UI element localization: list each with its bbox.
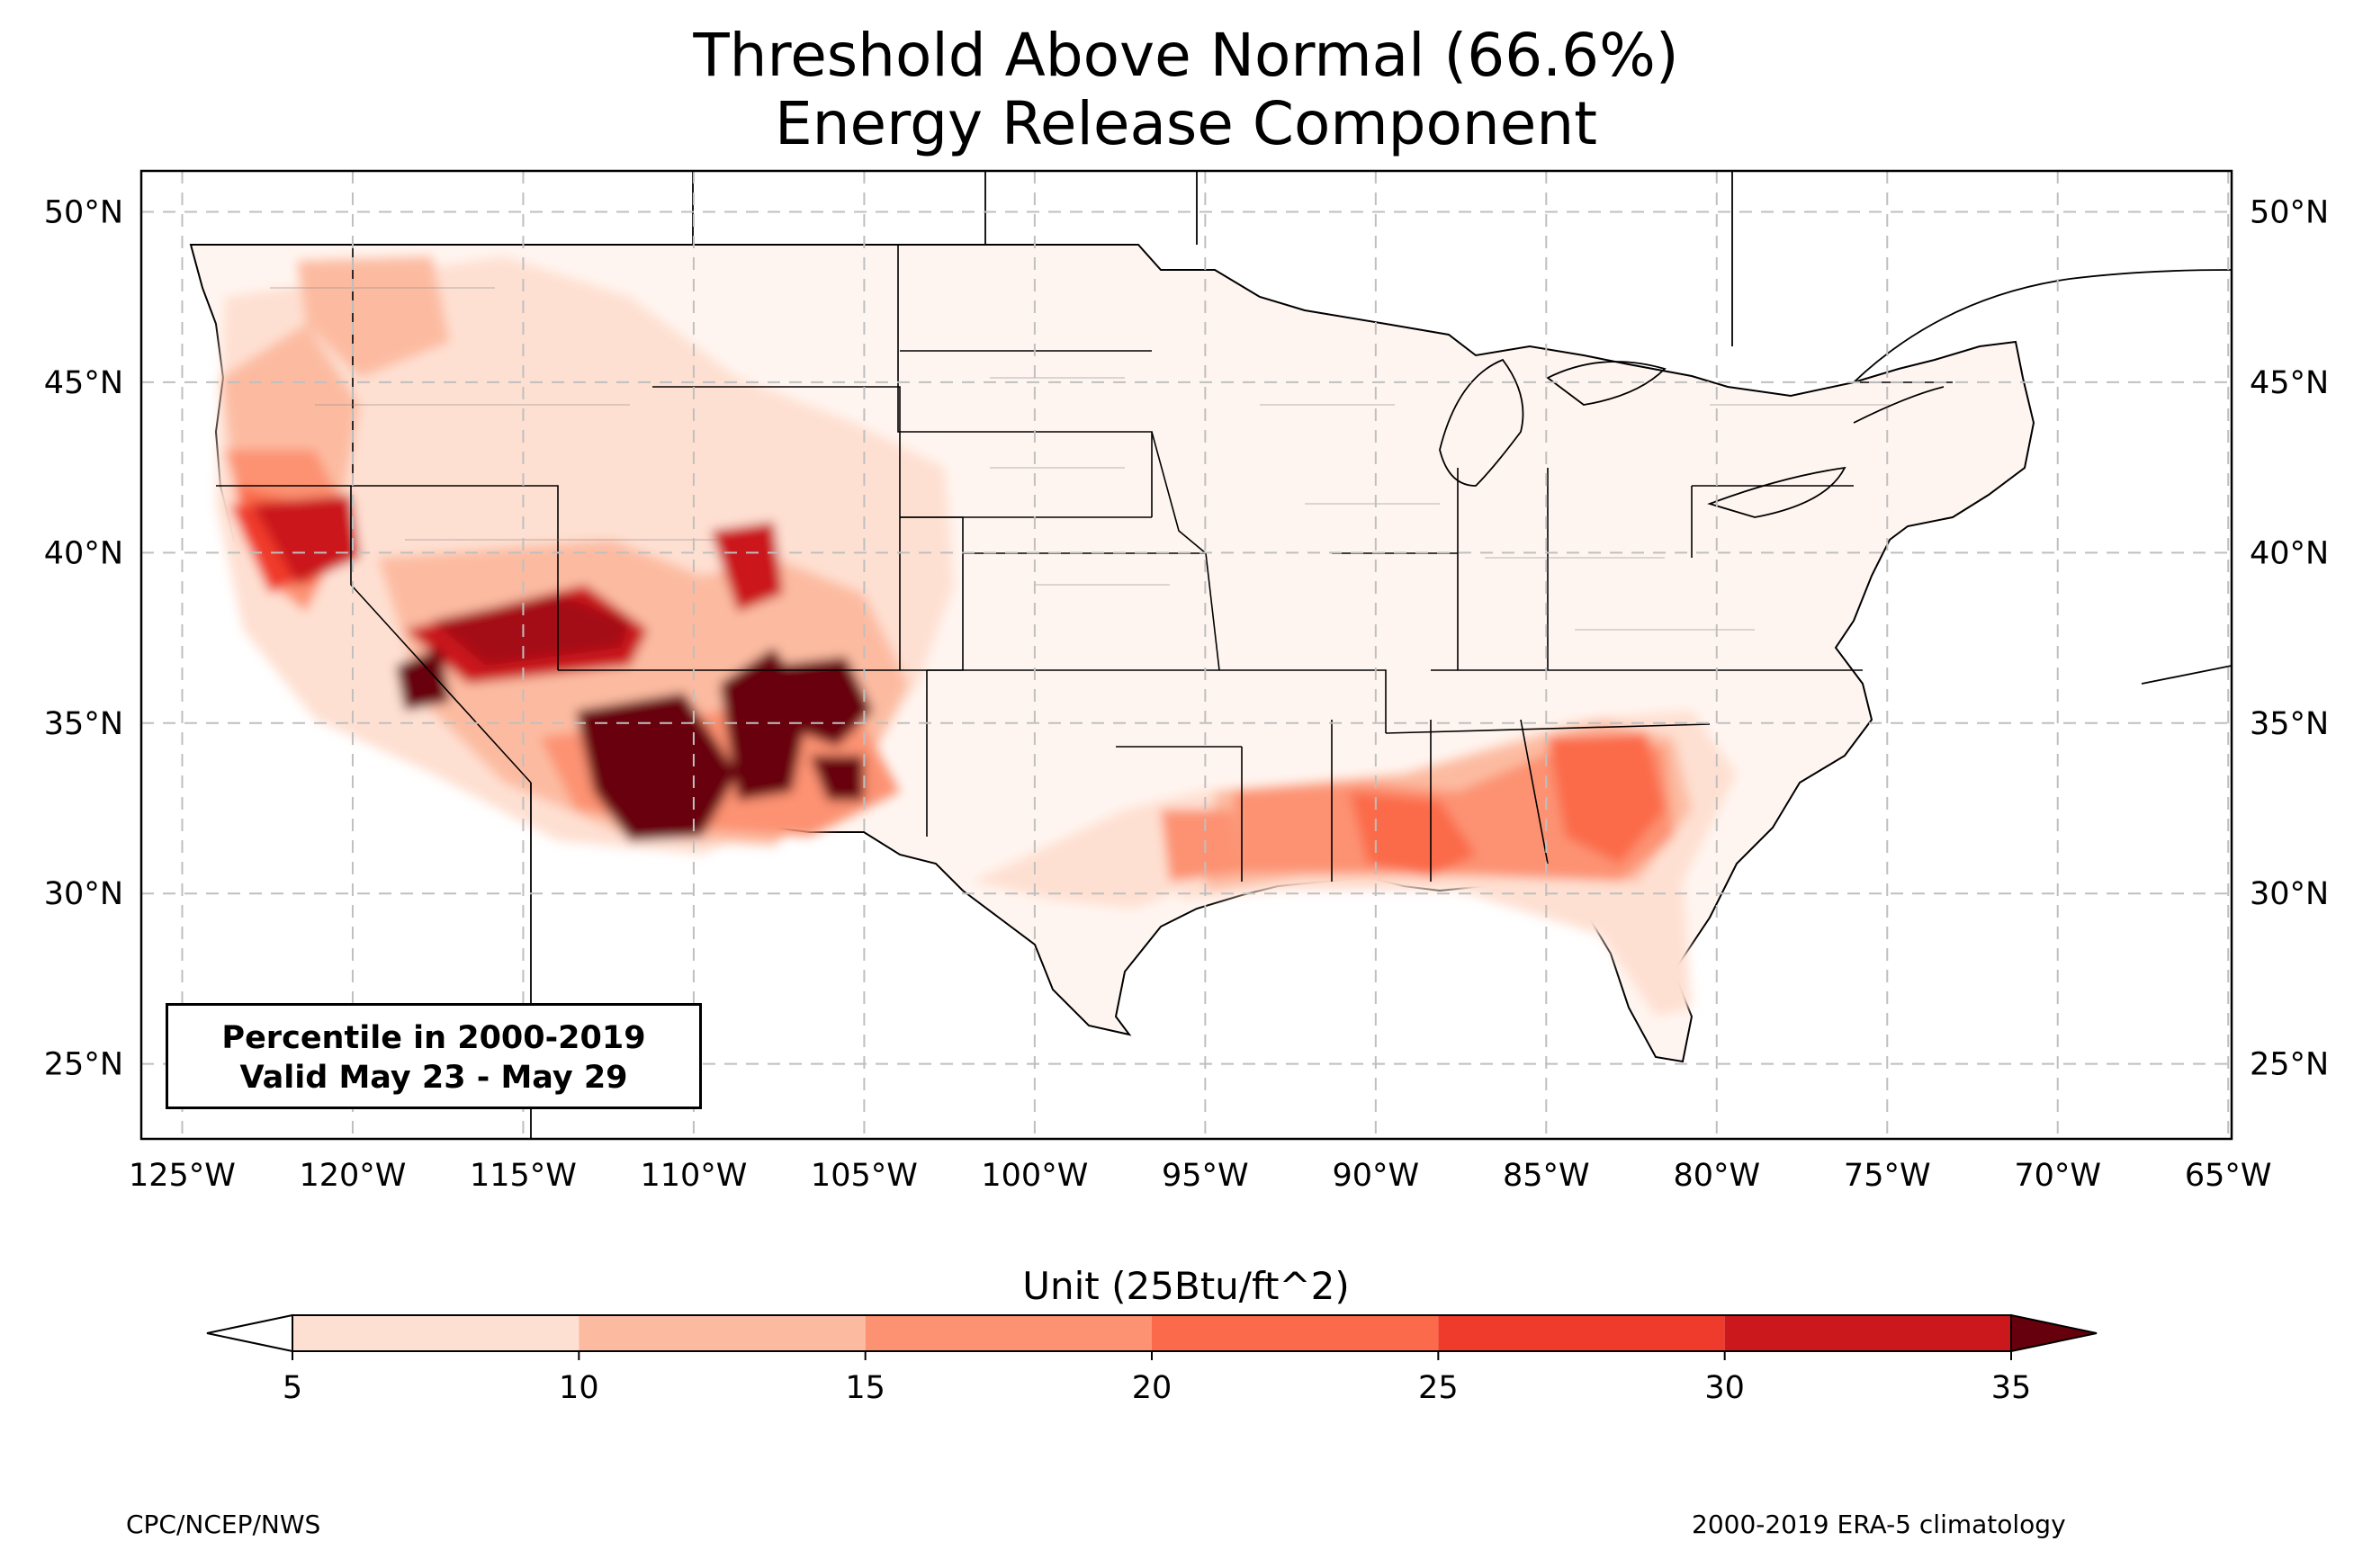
lat-tick-label-right: 30°N bbox=[2250, 876, 2329, 912]
info-line2: Valid May 23 - May 29 bbox=[239, 1060, 628, 1096]
lat-tick-label-right: 45°N bbox=[2250, 365, 2329, 401]
lon-tick-label: 95°W bbox=[1162, 1158, 1249, 1194]
colorbar-tick-label: 25 bbox=[1418, 1370, 1459, 1406]
lon-tick-label: 90°W bbox=[1332, 1158, 1419, 1194]
credit-right: 2000-2019 ERA-5 climatology bbox=[1692, 1510, 2066, 1539]
lon-tick-label: 110°W bbox=[640, 1158, 747, 1194]
lon-tick-label: 75°W bbox=[1844, 1158, 1931, 1194]
lon-tick-label: 125°W bbox=[129, 1158, 236, 1194]
credit-left: CPC/NCEP/NWS bbox=[126, 1510, 321, 1539]
lon-tick-label: 120°W bbox=[299, 1158, 406, 1194]
colorbar-tick-label: 15 bbox=[845, 1370, 885, 1406]
colorbar-segment bbox=[1152, 1315, 1439, 1351]
lat-tick-label-left: 50°N bbox=[44, 194, 123, 230]
colorbar-tick-label: 20 bbox=[1132, 1370, 1173, 1406]
colorbar-over-arrow bbox=[2010, 1313, 2098, 1353]
lat-tick-label-left: 45°N bbox=[44, 365, 123, 401]
info-line1: Percentile in 2000-2019 bbox=[221, 1020, 646, 1056]
lat-tick-label-left: 25°N bbox=[44, 1047, 123, 1083]
colorbar-under-arrow bbox=[206, 1313, 293, 1353]
map-title-line1: Threshold Above Normal (66.6%) bbox=[693, 21, 1679, 90]
info-box: Percentile in 2000-2019 Valid May 23 - M… bbox=[166, 1003, 702, 1109]
colorbar-tick-label: 30 bbox=[1704, 1370, 1745, 1406]
colorbar-label: Unit (25Btu/ft^2) bbox=[1022, 1264, 1350, 1308]
shading-layer bbox=[216, 256, 1737, 1017]
colorbar-segment bbox=[865, 1315, 1152, 1351]
colorbar-tick-label: 10 bbox=[559, 1370, 599, 1406]
lon-tick-label: 100°W bbox=[981, 1158, 1088, 1194]
colorbar-tick-label: 5 bbox=[283, 1370, 302, 1406]
lon-tick-label: 65°W bbox=[2185, 1158, 2272, 1194]
colorbar-segment bbox=[1724, 1315, 2011, 1351]
lat-tick-label-left: 30°N bbox=[44, 876, 123, 912]
lon-tick-label: 70°W bbox=[2014, 1158, 2101, 1194]
lat-tick-label-right: 35°N bbox=[2250, 706, 2329, 742]
lat-tick-label-left: 40°N bbox=[44, 535, 123, 571]
lat-tick-label-right: 25°N bbox=[2250, 1047, 2329, 1083]
gridlines bbox=[141, 171, 2232, 1139]
map-frame bbox=[139, 169, 2233, 1141]
colorbar-segment bbox=[579, 1315, 866, 1351]
lat-tick-label-right: 50°N bbox=[2250, 194, 2329, 230]
lat-tick-label-right: 40°N bbox=[2250, 535, 2329, 571]
lon-tick-label: 105°W bbox=[811, 1158, 918, 1194]
minor-boundaries bbox=[270, 287, 1890, 631]
lon-tick-label: 80°W bbox=[1673, 1158, 1760, 1194]
colorbar-tick-label: 35 bbox=[1991, 1370, 2032, 1406]
axis-ticks: 125°W 120°W 115°W 110°W 105°W 100°W 95°W 90°W 85… bbox=[44, 194, 2329, 1194]
colorbar: 5 10 15 20 25 30 35 bbox=[206, 1313, 2098, 1406]
map-title-line2: Energy Release Component bbox=[774, 89, 1598, 158]
lon-tick-label: 85°W bbox=[1503, 1158, 1590, 1194]
colorbar-segment bbox=[1438, 1315, 1725, 1351]
lon-tick-label: 115°W bbox=[470, 1158, 577, 1194]
lat-tick-label-left: 35°N bbox=[44, 706, 123, 742]
colorbar-segment bbox=[292, 1315, 580, 1351]
